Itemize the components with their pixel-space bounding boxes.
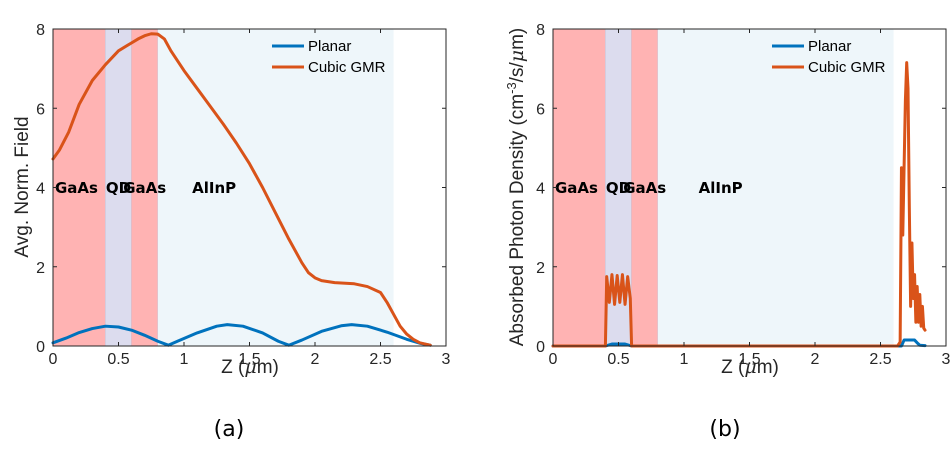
region-bands [553, 29, 894, 346]
y-tick-label: 8 [36, 22, 45, 39]
x-tick-label: 0 [49, 351, 58, 368]
y-tick-label: 8 [536, 22, 545, 39]
tick-labels: 0 0.5 1 1.5 2 2.5 3 0 2 4 6 8 [36, 22, 450, 368]
legend: Planar Cubic GMR [272, 38, 386, 76]
region-label: GaAs [623, 179, 666, 197]
region-label: GaAs [555, 179, 598, 197]
y-axis-label: Avg. Norm. Field [12, 116, 33, 257]
region-band-qd [105, 29, 132, 346]
legend-label: Cubic GMR [808, 59, 886, 76]
x-tick-label: 3 [442, 351, 451, 368]
region-band-gaas [131, 29, 158, 346]
region-band-gaas [553, 29, 606, 346]
x-tick-label: 0.5 [607, 351, 629, 368]
tick-labels: 0 0.5 1 1.5 2 2.5 3 0 2 4 6 8 [536, 22, 950, 368]
legend-label: Cubic GMR [308, 59, 386, 76]
panel-caption: (b) [709, 417, 740, 442]
region-band-alinp [157, 29, 394, 346]
series-line-planar [51, 323, 432, 347]
y-tick-label: 6 [536, 101, 545, 118]
y-tick-label: 6 [36, 101, 45, 118]
region-label: GaAs [123, 179, 166, 197]
x-axis-label: Z (μm) [721, 356, 779, 378]
region-label: QD [106, 179, 131, 197]
y-tick-label: 2 [36, 260, 45, 277]
x-tick-label: 2.5 [369, 351, 391, 368]
y-tick-label: 4 [536, 181, 545, 198]
region-label: AlInP [699, 179, 743, 197]
panel-caption: (a) [214, 417, 245, 442]
x-tick-label: 2 [811, 351, 820, 368]
y-tick-label: 4 [36, 181, 45, 198]
legend-label: Planar [308, 38, 351, 55]
region-band-gaas [53, 29, 106, 346]
x-tick-label: 1 [180, 351, 189, 368]
x-tick-label: 2.5 [869, 351, 891, 368]
y-axis-label: Absorbed Photon Density (cm-3/s/μm) [504, 28, 529, 347]
legend: Planar Cubic GMR [772, 38, 886, 76]
y-tick-label: 0 [36, 339, 45, 356]
axes-frame [52, 28, 447, 347]
x-tick-label: 1.5 [238, 351, 260, 368]
x-tick-label: 0 [549, 351, 558, 368]
series-line-cubic-gmr [51, 32, 432, 347]
x-tick-label: 0.5 [107, 351, 129, 368]
legend-label: Planar [808, 38, 851, 55]
x-tick-label: 1 [680, 351, 689, 368]
region-label: AlInP [192, 179, 236, 197]
x-axis-label: Z (μm) [221, 356, 279, 378]
series-line-cubic-gmr [551, 61, 927, 348]
axes-frame [552, 28, 947, 347]
x-tick-label: 3 [942, 351, 951, 368]
region-label: QD [606, 179, 631, 197]
region-band-alinp [657, 29, 894, 346]
region-bands [53, 29, 394, 346]
x-tick-label: 2 [311, 351, 320, 368]
region-band-gaas [631, 29, 658, 346]
y-tick-label: 2 [536, 260, 545, 277]
region-label: GaAs [55, 179, 98, 197]
y-tick-label: 0 [536, 339, 545, 356]
x-tick-label: 1.5 [738, 351, 760, 368]
series-lines [51, 32, 432, 347]
